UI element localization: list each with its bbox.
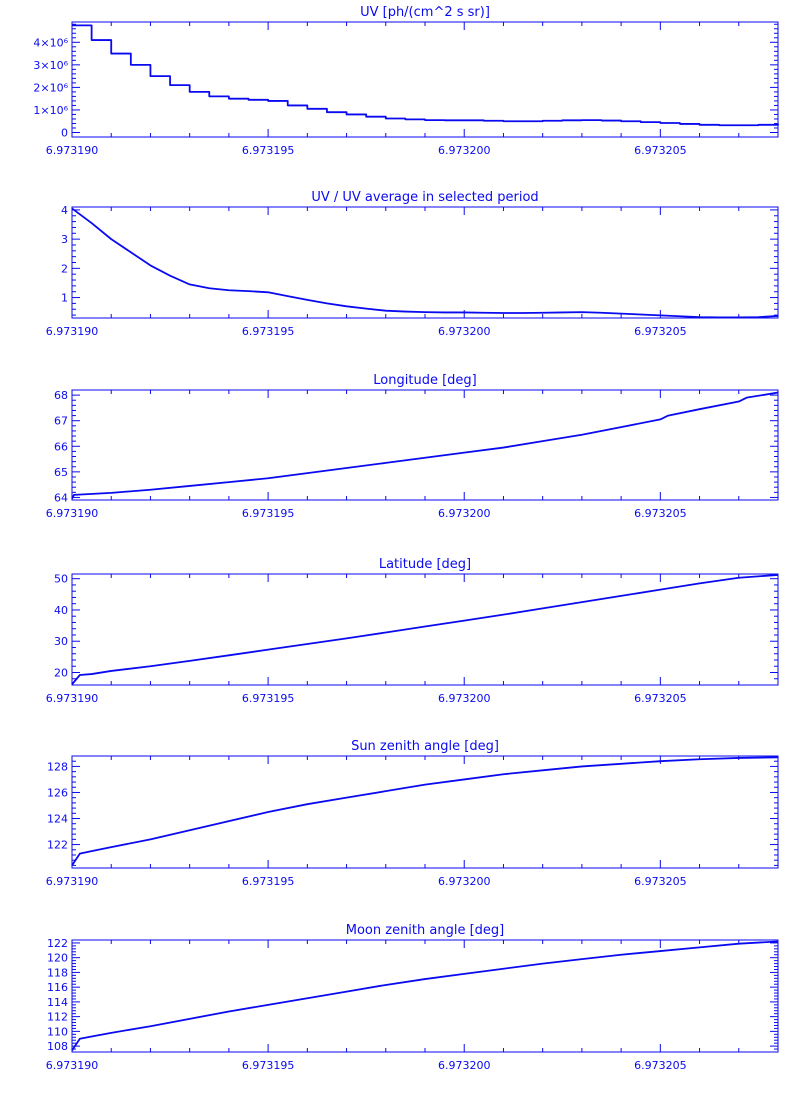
y-tick-label: 126 — [47, 786, 68, 799]
x-tick-label: 6.973195 — [242, 692, 295, 705]
plot-frame — [71, 573, 779, 686]
x-tick-label: 6.973205 — [634, 875, 687, 888]
x-tick-label: 6.973195 — [242, 507, 295, 520]
x-tick-label: 6.973190 — [46, 144, 99, 157]
y-tick-label: 4 — [61, 204, 68, 217]
x-tick-label: 6.973190 — [46, 875, 99, 888]
y-tick-label: 108 — [47, 1040, 68, 1053]
y-tick-label: 67 — [54, 415, 68, 428]
x-tick-label: 6.973200 — [438, 1059, 491, 1072]
x-tick-label: 6.973190 — [46, 692, 99, 705]
y-tick-label: 68 — [54, 389, 68, 402]
y-tick-label: 30 — [54, 635, 68, 648]
plot-panel-1: UV [ph/(cm^2 s sr)] 6.973190 6.973195 6.973… — [33, 5, 779, 157]
y-tick-label: 65 — [54, 466, 68, 479]
x-tick-label: 6.973205 — [634, 1059, 687, 1072]
y-tick-label: 0 — [61, 126, 68, 139]
x-tick-label: 6.973200 — [438, 144, 491, 157]
plot-title: Sun zenith angle [deg] — [351, 739, 499, 754]
y-tick-label: 20 — [54, 666, 68, 679]
x-tick-label: 6.973205 — [634, 144, 687, 157]
x-tick-label: 6.973205 — [634, 325, 687, 338]
y-tick-label: 118 — [47, 966, 68, 979]
y-tick-label: 4×10⁶ — [33, 36, 68, 49]
x-tick-label: 6.973195 — [242, 325, 295, 338]
y-tick-label: 122 — [47, 839, 68, 852]
x-tick-label: 6.973190 — [46, 507, 99, 520]
y-tick-label: 64 — [54, 491, 68, 504]
plot-frame — [71, 939, 779, 1053]
y-tick-label: 2 — [61, 262, 68, 275]
x-tick-label: 6.973200 — [438, 325, 491, 338]
y-tick-label: 124 — [47, 813, 68, 826]
y-tick-label: 114 — [47, 996, 68, 1009]
plot-panel-4: Latitude [deg] 6.973190 6.973195 6.973200 6.… — [46, 557, 779, 705]
x-tick-label: 6.973205 — [634, 692, 687, 705]
y-tick-label: 40 — [54, 604, 68, 617]
x-tick-label: 6.973200 — [438, 875, 491, 888]
x-tick-label: 6.973200 — [438, 507, 491, 520]
x-tick-label: 6.973195 — [242, 1059, 295, 1072]
x-tick-label: 6.973195 — [242, 144, 295, 157]
x-tick-label: 6.973195 — [242, 875, 295, 888]
x-tick-label: 6.973190 — [46, 1059, 99, 1072]
plot-title: UV / UV average in selected period — [311, 190, 538, 205]
plot-panel-2: UV / UV average in selected period 6.9731… — [46, 190, 779, 338]
data-series-line — [71, 207, 779, 319]
y-tick-label: 50 — [54, 573, 68, 586]
y-tick-label: 122 — [47, 937, 68, 950]
y-tick-label: 116 — [47, 981, 68, 994]
data-series-line — [71, 574, 779, 685]
y-tick-label: 1×10⁶ — [33, 104, 68, 117]
y-tick-label: 2×10⁶ — [33, 81, 68, 94]
y-tick-label: 128 — [47, 760, 68, 773]
data-series-line — [71, 940, 779, 1052]
data-series-line — [72, 24, 779, 127]
x-tick-label: 6.973200 — [438, 692, 491, 705]
y-tick-label: 1 — [61, 292, 68, 305]
y-tick-label: 112 — [47, 1011, 68, 1024]
plot-frame — [71, 389, 779, 501]
plot-frame — [71, 755, 779, 869]
plot-panel-6: Moon zenith angle [deg] 6.973190 6.973195 6… — [46, 923, 779, 1072]
plot-panel-5: Sun zenith angle [deg] 6.973190 6.973195 6.… — [46, 739, 779, 888]
y-tick-label: 110 — [47, 1025, 68, 1038]
plot-panel-3: Longitude [deg] 6.973190 6.973195 6.973200 6… — [46, 373, 779, 520]
y-tick-label: 66 — [54, 440, 68, 453]
y-tick-label: 3×10⁶ — [33, 59, 68, 72]
x-tick-label: 6.973205 — [634, 507, 687, 520]
plot-frame — [71, 206, 779, 319]
plot-title: Longitude [deg] — [373, 373, 476, 388]
plot-title: UV [ph/(cm^2 s sr)] — [360, 5, 490, 20]
data-series-line — [71, 391, 779, 500]
x-tick-label: 6.973190 — [46, 325, 99, 338]
y-tick-label: 120 — [47, 952, 68, 965]
plot-title: Latitude [deg] — [379, 557, 471, 572]
data-series-line — [71, 756, 779, 866]
y-tick-label: 3 — [61, 233, 68, 246]
plot-title: Moon zenith angle [deg] — [346, 923, 504, 938]
